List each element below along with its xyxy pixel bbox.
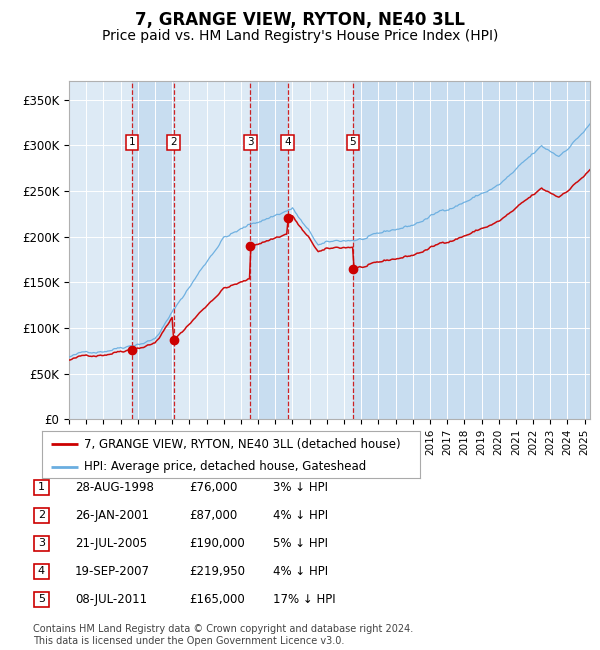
Text: 5: 5 (38, 594, 45, 604)
Text: 26-JAN-2001: 26-JAN-2001 (75, 509, 149, 522)
Text: 1: 1 (128, 137, 135, 148)
Text: £165,000: £165,000 (189, 593, 245, 606)
Text: Contains HM Land Registry data © Crown copyright and database right 2024.
This d: Contains HM Land Registry data © Crown c… (33, 625, 413, 646)
Text: 3: 3 (247, 137, 254, 148)
Text: £87,000: £87,000 (189, 509, 237, 522)
Bar (132, 81, 173, 419)
Text: 19-SEP-2007: 19-SEP-2007 (75, 565, 150, 578)
Text: 4% ↓ HPI: 4% ↓ HPI (273, 509, 328, 522)
Text: HPI: Average price, detached house, Gateshead: HPI: Average price, detached house, Gate… (83, 460, 366, 473)
Text: 7, GRANGE VIEW, RYTON, NE40 3LL (detached house): 7, GRANGE VIEW, RYTON, NE40 3LL (detache… (83, 437, 400, 450)
Text: 08-JUL-2011: 08-JUL-2011 (75, 593, 147, 606)
Bar (250, 81, 287, 419)
Bar (353, 81, 590, 419)
Text: £76,000: £76,000 (189, 481, 238, 494)
Text: 3% ↓ HPI: 3% ↓ HPI (273, 481, 328, 494)
Text: 4: 4 (38, 566, 45, 577)
Text: 1: 1 (38, 482, 45, 493)
Text: 3: 3 (38, 538, 45, 549)
Text: 17% ↓ HPI: 17% ↓ HPI (273, 593, 335, 606)
Text: 28-AUG-1998: 28-AUG-1998 (75, 481, 154, 494)
Text: 2: 2 (170, 137, 177, 148)
Text: 7, GRANGE VIEW, RYTON, NE40 3LL: 7, GRANGE VIEW, RYTON, NE40 3LL (135, 11, 465, 29)
Text: 21-JUL-2005: 21-JUL-2005 (75, 537, 147, 550)
Text: 4% ↓ HPI: 4% ↓ HPI (273, 565, 328, 578)
Text: 5: 5 (350, 137, 356, 148)
Text: £190,000: £190,000 (189, 537, 245, 550)
Text: 4: 4 (284, 137, 291, 148)
Text: 2: 2 (38, 510, 45, 521)
Text: Price paid vs. HM Land Registry's House Price Index (HPI): Price paid vs. HM Land Registry's House … (102, 29, 498, 44)
Text: 5% ↓ HPI: 5% ↓ HPI (273, 537, 328, 550)
Text: £219,950: £219,950 (189, 565, 245, 578)
